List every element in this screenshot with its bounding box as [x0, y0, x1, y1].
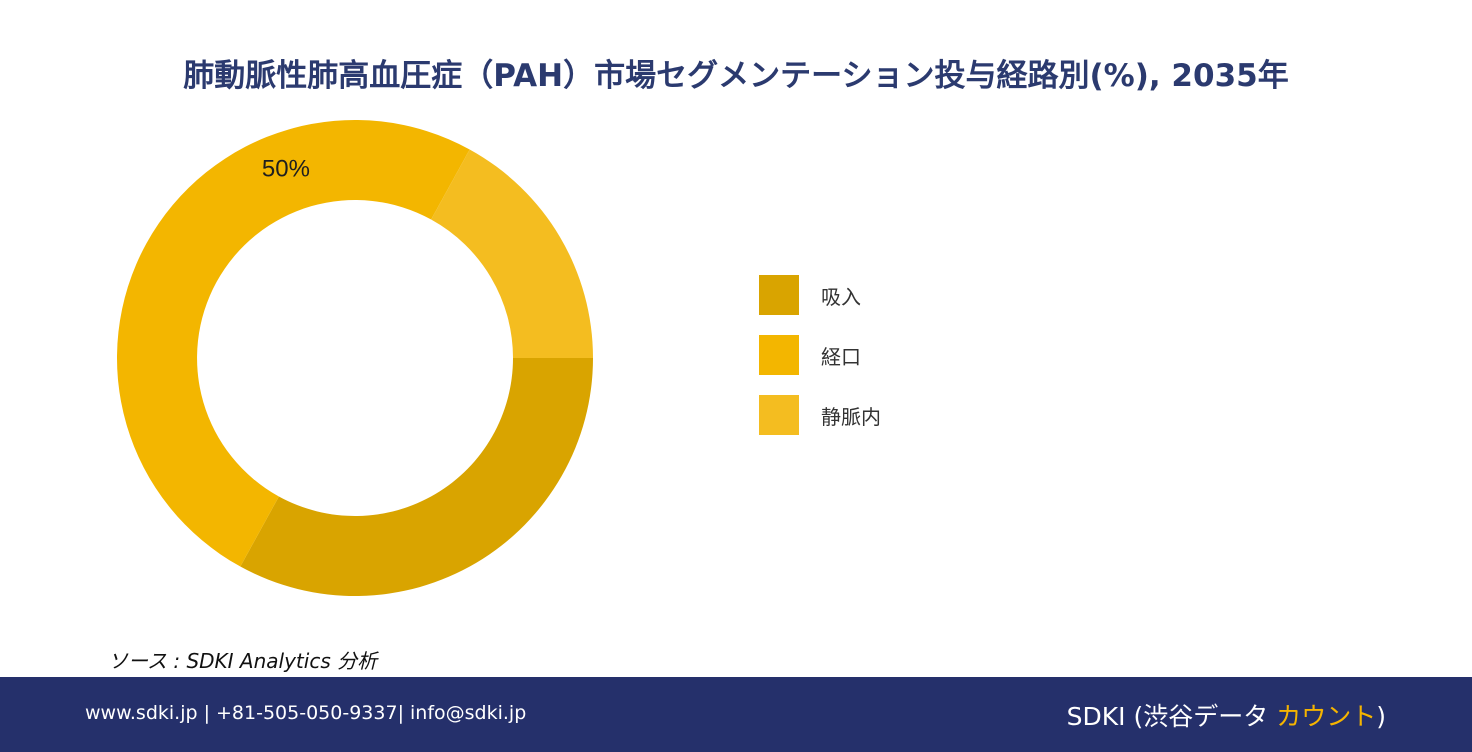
legend-item-intravenous: 静脈内 [759, 395, 881, 435]
legend-label-intravenous: 静脈内 [821, 404, 881, 429]
donut-slice-oral [117, 119, 470, 567]
donut-chart: 50% [117, 119, 593, 596]
legend-swatch-oral [759, 335, 799, 375]
legend-swatch-intravenous [759, 395, 799, 435]
legend-label-inhalation: 吸入 [821, 284, 861, 309]
source-note: ソース : SDKI Analytics 分析 [108, 649, 378, 673]
donut-slice-inhalation [240, 358, 593, 596]
donut-slice-intravenous [431, 149, 593, 358]
footer-contact: www.sdki.jp | +81-505-050-9337| info@sdk… [85, 702, 527, 724]
legend-label-oral: 経口 [821, 344, 861, 369]
legend: 吸入 経口 静脈内 [759, 275, 881, 455]
footer-bar: www.sdki.jp | +81-505-050-9337| info@sdk… [0, 677, 1472, 752]
legend-item-inhalation: 吸入 [759, 275, 881, 315]
legend-swatch-inhalation [759, 275, 799, 315]
chart-title: 肺動脈性肺高血圧症（PAH）市場セグメンテーション投与経路別(%), 2035年 [183, 58, 1289, 94]
footer-brand: SDKI (渋谷データ カウント) [1067, 697, 1386, 733]
footer-brand-suffix: ) [1376, 702, 1386, 731]
data-label-oral: 50% [262, 156, 310, 183]
footer-brand-prefix: SDKI (渋谷データ [1066, 702, 1277, 731]
footer-brand-accent: カウント [1276, 702, 1377, 731]
legend-item-oral: 経口 [759, 335, 881, 375]
